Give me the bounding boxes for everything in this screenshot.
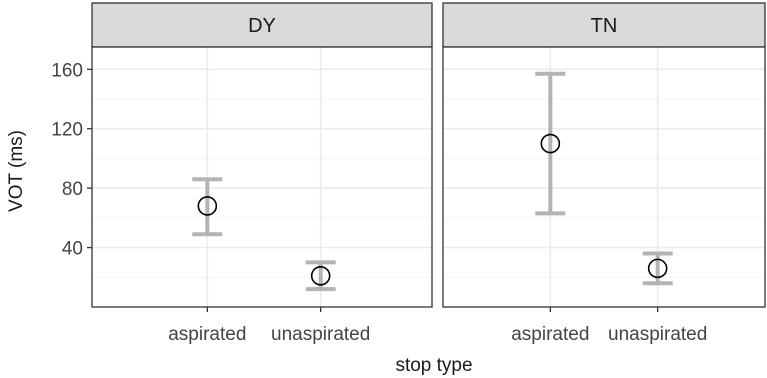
x-tick-label: aspirated: [168, 324, 246, 345]
facet-panel-dy: DY: [91, 2, 433, 308]
errorbar-tn-unaspirated: [642, 251, 673, 286]
panel-background: [92, 47, 432, 307]
panel-border: [442, 46, 766, 308]
errorbar-tn-aspirated: [535, 71, 566, 216]
y-axis-title: VOT (ms): [6, 130, 27, 212]
facet-panels: DY TN: [91, 2, 766, 308]
errorbar-dy-aspirated: [192, 177, 223, 237]
facet-strip: [91, 2, 433, 48]
facet-strip: [442, 2, 766, 48]
facet-panel-tn: TN: [442, 2, 766, 308]
x-tick-label: unaspirated: [271, 324, 370, 345]
x-tick-label: aspirated: [511, 324, 589, 345]
y-axis: 40 80 120 160: [51, 60, 92, 260]
y-tick-label: 120: [51, 120, 83, 141]
y-tick-label: 80: [62, 179, 83, 200]
panel-border: [91, 46, 433, 308]
panel-background: [443, 47, 765, 307]
data-point-dy-unaspirated: [310, 265, 331, 286]
x-axis: aspirated unaspirated aspirated unaspirated: [168, 307, 707, 345]
data-point-dy-aspirated: [197, 196, 218, 216]
facet-strip-label: DY: [248, 15, 276, 37]
facet-strip-label: TN: [591, 15, 618, 37]
y-tick-label: 40: [62, 239, 83, 260]
x-tick-label: unaspirated: [608, 324, 707, 345]
y-tick-label: 160: [51, 60, 83, 81]
x-axis-title: stop type: [395, 355, 472, 376]
data-point-tn-aspirated: [540, 133, 561, 154]
data-point-tn-unaspirated: [647, 258, 668, 279]
